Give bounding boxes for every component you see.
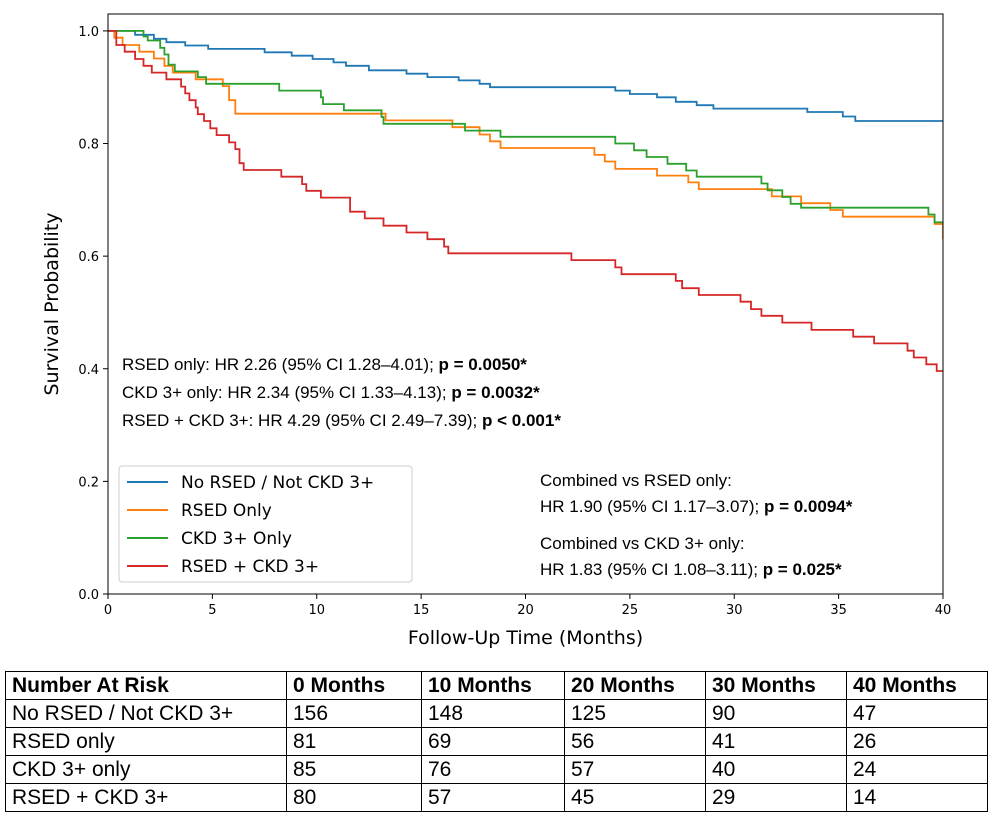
- combined-comparison-annotation: HR 1.90 (95% CI 1.17–3.07); p = 0.0094*: [540, 497, 853, 516]
- table-cell: RSED only: [5, 727, 287, 756]
- table-cell: 69: [421, 727, 565, 756]
- table-header-cell: 0 Months: [286, 671, 422, 700]
- x-tick-label: 40: [935, 603, 952, 618]
- combined-comparison-annotation: HR 1.83 (95% CI 1.08–3.11); p = 0.025*: [540, 560, 842, 579]
- series-line-rsed-ckd-3-: [108, 30, 943, 372]
- table-cell: 40: [705, 755, 847, 784]
- y-tick-label: 0.2: [78, 475, 99, 490]
- combined-comparison-annotation: Combined vs CKD 3+ only:: [540, 534, 745, 553]
- table-cell: 125: [564, 699, 706, 728]
- table-cell: 14: [846, 783, 988, 812]
- legend-entry: RSED + CKD 3+: [181, 557, 319, 577]
- table-cell: 81: [286, 727, 422, 756]
- table-cell: 85: [286, 755, 422, 784]
- hazard-ratio-annotation: CKD 3+ only: HR 2.34 (95% CI 1.33–4.13);…: [122, 383, 540, 402]
- y-tick-label: 1.0: [78, 25, 99, 40]
- table-cell: 76: [421, 755, 565, 784]
- table-header-cell: 20 Months: [564, 671, 706, 700]
- series-line-ckd-3-only: [108, 30, 943, 224]
- table-cell: 156: [286, 699, 422, 728]
- table-row: RSED + CKD 3+ 80 57 45 29 14: [5, 783, 988, 812]
- legend-entry: CKD 3+ Only: [181, 529, 292, 549]
- x-tick-label: 5: [208, 603, 216, 618]
- table-header-cell: Number At Risk: [5, 671, 287, 700]
- table-header-row: Number At Risk 0 Months 10 Months 20 Mon…: [5, 671, 988, 700]
- y-axis-label: Survival Probability: [41, 212, 63, 395]
- hazard-ratio-annotation: RSED only: HR 2.26 (95% CI 1.28–4.01); p…: [122, 355, 527, 374]
- chart-legend: No RSED / Not CKD 3+ RSED Only CKD 3+ Only…: [118, 465, 413, 583]
- table-cell: 57: [421, 783, 565, 812]
- survival-chart-svg: 0 5 10 15 20 25 30 35 40 0.0 0.2 0.4 0.6 0.8 1.0 Follow…: [41, 13, 952, 649]
- table-row: RSED only 81 69 56 41 26: [5, 727, 988, 756]
- table-cell: 148: [421, 699, 565, 728]
- legend-entry: No RSED / Not CKD 3+: [181, 473, 374, 493]
- table-cell: 41: [705, 727, 847, 756]
- series-line-no-rsed-not-ckd-3-: [108, 30, 943, 122]
- x-axis-label: Follow-Up Time (Months): [408, 627, 643, 649]
- table-header-cell: 40 Months: [846, 671, 988, 700]
- table-row: No RSED / Not CKD 3+ 156 148 125 90 47: [5, 699, 988, 728]
- x-tick-label: 0: [104, 603, 112, 618]
- table-row: CKD 3+ only 85 76 57 40 24: [5, 755, 988, 784]
- table-cell: 56: [564, 727, 706, 756]
- table-header-cell: 10 Months: [421, 671, 565, 700]
- combined-comparison-annotation: Combined vs RSED only:: [540, 471, 732, 490]
- table-cell: 29: [705, 783, 847, 812]
- table-cell: 47: [846, 699, 988, 728]
- x-tick-label: 25: [622, 603, 639, 618]
- y-tick-label: 0.0: [78, 588, 99, 603]
- x-tick-label: 15: [413, 603, 430, 618]
- x-tick-label: 30: [726, 603, 743, 618]
- number-at-risk-table: Number At Risk 0 Months 10 Months 20 Mon…: [5, 671, 988, 812]
- legend-box: [118, 465, 413, 583]
- y-tick-label: 0.6: [78, 250, 99, 265]
- x-tick-label: 10: [308, 603, 325, 618]
- hazard-ratio-annotation: RSED + CKD 3+: HR 4.29 (95% CI 2.49–7.39…: [122, 411, 561, 430]
- table-cell: CKD 3+ only: [5, 755, 287, 784]
- survival-chart: 0 5 10 15 20 25 30 35 40 0.0 0.2 0.4 0.6 0.8 1.0 Follow…: [41, 13, 952, 649]
- table-header-cell: 30 Months: [705, 671, 847, 700]
- table-cell: RSED + CKD 3+: [5, 783, 287, 812]
- x-tick-label: 20: [517, 603, 534, 618]
- table-cell: 90: [705, 699, 847, 728]
- x-tick-label: 35: [830, 603, 847, 618]
- table-cell: 26: [846, 727, 988, 756]
- table-cell: 45: [564, 783, 706, 812]
- y-tick-label: 0.8: [78, 138, 99, 153]
- table-cell: 57: [564, 755, 706, 784]
- legend-entry: RSED Only: [181, 501, 272, 521]
- table-cell: 24: [846, 755, 988, 784]
- y-tick-label: 0.4: [78, 363, 99, 378]
- series-line-rsed-only: [108, 30, 943, 240]
- table-cell: No RSED / Not CKD 3+: [5, 699, 287, 728]
- table-cell: 80: [286, 783, 422, 812]
